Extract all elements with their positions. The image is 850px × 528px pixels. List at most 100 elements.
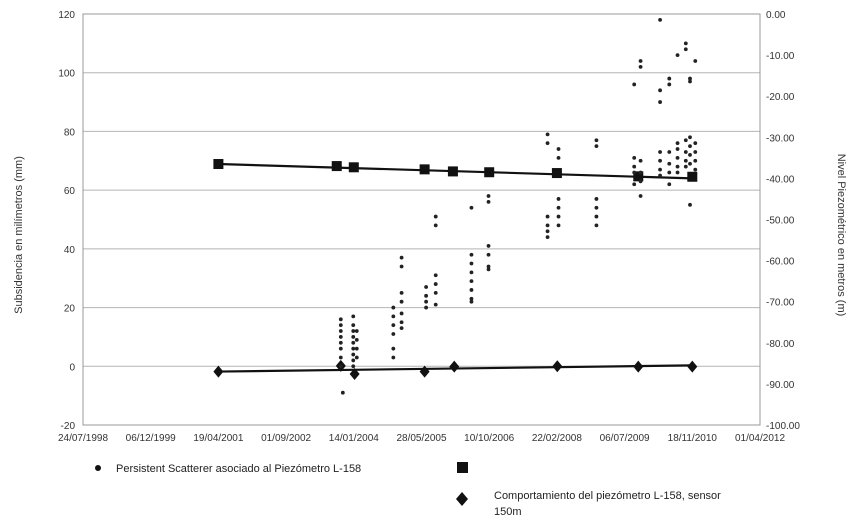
right-tick-label: -10.00	[766, 51, 795, 62]
circle-marker	[351, 340, 356, 345]
right-tick-label: 0.00	[766, 10, 786, 21]
circle-marker	[354, 329, 359, 333]
circle-marker	[556, 147, 561, 151]
circle-marker	[354, 337, 359, 342]
circle-marker	[675, 164, 680, 169]
circle-marker	[433, 273, 438, 278]
circle-marker	[351, 352, 356, 357]
circle-marker	[688, 79, 692, 84]
circle-marker	[399, 320, 404, 325]
diamond-marker	[349, 368, 360, 381]
legend-circle-marker	[95, 465, 101, 471]
right-tick-label: -40.00	[766, 174, 795, 185]
circle-marker	[351, 314, 356, 319]
legend-label: Persistent Scatterer asociado al Piezóme…	[116, 463, 361, 475]
circle-marker	[556, 214, 561, 219]
circle-marker	[424, 305, 429, 310]
plot-area-border	[82, 13, 761, 426]
circle-marker	[545, 132, 550, 137]
circle-marker	[632, 82, 637, 87]
circle-marker	[638, 179, 643, 184]
circle-marker	[683, 138, 688, 143]
circle-marker	[545, 223, 550, 228]
circle-marker	[693, 59, 698, 63]
circle-marker	[399, 299, 404, 304]
x-tick-label: 01/04/2012	[735, 433, 785, 444]
circle-marker	[399, 326, 404, 331]
circle-marker	[486, 199, 491, 204]
circle-marker	[667, 161, 672, 166]
circle-marker	[399, 264, 404, 269]
square-marker	[419, 164, 430, 175]
diamond-marker	[213, 365, 224, 378]
circle-marker	[667, 170, 672, 175]
x-tick-label: 06/12/1999	[126, 433, 176, 444]
square-marker	[551, 168, 562, 179]
circle-marker	[340, 390, 345, 395]
circle-marker	[351, 346, 356, 351]
right-tick-label: -50.00	[766, 216, 795, 227]
circle-marker	[545, 235, 550, 240]
trendlines	[218, 162, 693, 373]
circle-marker	[469, 299, 474, 304]
circle-marker	[486, 252, 491, 257]
circle-marker	[675, 141, 680, 146]
right-tick-label: -100.00	[766, 421, 800, 432]
circle-marker	[688, 144, 692, 149]
circle-marker	[658, 158, 662, 163]
circle-marker	[632, 182, 637, 187]
circle-marker	[545, 229, 550, 234]
square-marker	[687, 171, 698, 182]
circle-marker	[391, 346, 396, 351]
circle-marker	[675, 155, 680, 160]
circle-marker	[338, 364, 343, 369]
x-tick-label: 19/04/2001	[193, 433, 243, 444]
legend-diamond-marker	[456, 492, 468, 506]
circle-marker	[693, 158, 698, 163]
circle-marker	[391, 323, 396, 328]
right-axis-tick-labels: -100.00 -90.00 -80.00 -70.00 -60.00 -50.00 -40…	[766, 10, 800, 432]
circle-marker	[693, 150, 698, 154]
circle-marker	[338, 323, 343, 328]
circle-marker	[469, 252, 474, 257]
circle-marker	[688, 153, 692, 157]
circle-marker	[675, 147, 680, 151]
circle-marker	[632, 164, 637, 169]
circle-marker	[638, 194, 643, 198]
circle-marker	[632, 155, 637, 160]
circle-marker	[667, 150, 672, 154]
circle-marker	[675, 170, 680, 175]
diamond-marker	[633, 360, 644, 373]
circle-marker	[469, 279, 474, 284]
square-marker	[213, 159, 224, 170]
x-tick-label: 18/11/2010	[668, 433, 718, 444]
circle-marker	[486, 264, 491, 269]
legend-label: Comportamiento del piezómetro L-158, sen…	[494, 490, 721, 518]
x-tick-label: 01/09/2002	[261, 433, 311, 444]
circle-marker	[556, 155, 561, 160]
circle-marker	[391, 314, 396, 319]
left-tick-label: 60	[64, 186, 76, 197]
left-tick-label: 80	[64, 127, 76, 138]
circle-marker	[391, 355, 396, 360]
circle-marker	[338, 329, 343, 333]
left-tick-label: 40	[64, 245, 76, 256]
circle-marker	[688, 135, 692, 140]
circle-marker	[351, 358, 356, 363]
square-marker	[331, 161, 342, 172]
left-tick-label: 100	[58, 69, 75, 80]
circle-marker	[486, 194, 491, 198]
circle-marker	[667, 82, 672, 87]
circle-marker	[693, 141, 698, 146]
circle-marker	[338, 317, 343, 322]
x-tick-label: 14/01/2004	[329, 433, 379, 444]
circle-marker	[399, 255, 404, 260]
circle-marker	[354, 355, 359, 360]
left-axis-tick-labels: -20 0 20 40 60 80 100 120	[58, 10, 75, 432]
x-tick-label: 10/10/2006	[464, 433, 514, 444]
circle-marker	[688, 161, 692, 166]
circle-marker	[638, 158, 643, 163]
circle-marker	[486, 267, 491, 272]
circle-marker	[638, 64, 643, 69]
